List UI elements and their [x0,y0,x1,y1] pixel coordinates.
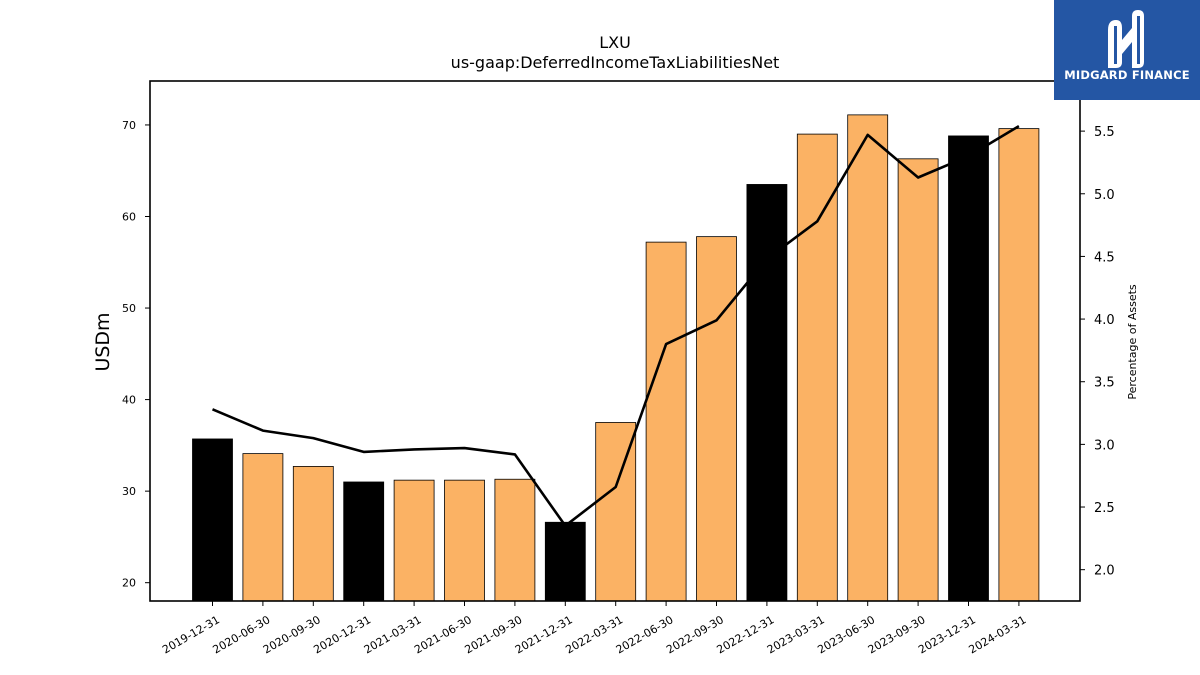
bar-2023-03-31 [796,133,838,602]
bar-2023-09-30 [897,158,939,602]
y-right-tick-label: 5.5 [1094,125,1115,140]
bar-2023-06-30 [847,114,889,602]
plot-frame [149,80,1081,602]
y-tick-label: 40 [122,394,136,407]
y-tick-label: 30 [122,485,136,498]
bar-2024-03-31 [998,128,1040,602]
bar-2020-12-31 [343,481,385,602]
axes [149,80,1081,602]
midgard-finance-logo: MIDGARD FINANCE [1054,0,1200,100]
bar-2021-12-31 [544,521,586,602]
chart-subtitle: us-gaap:DeferredIncomeTaxLiabilitiesNet [451,53,780,72]
bar-2021-03-31 [393,479,435,602]
bar-2022-09-30 [696,236,737,602]
y-tick-label: 70 [122,119,136,132]
y-right-tick-label: 3.5 [1094,376,1115,391]
y-right-tick-label: 2.0 [1094,564,1115,579]
bar-2021-09-30 [494,478,536,602]
y-axis-label: USDm [92,312,114,371]
y-right-tick-label: 4.5 [1094,250,1115,265]
bar-2019-12-31 [192,438,233,602]
y-right-tick-label: 4.0 [1094,313,1115,328]
y-tick-label: 60 [122,210,136,223]
bar-2020-06-30 [242,453,284,602]
logo-text: MIDGARD FINANCE [1064,68,1190,82]
bar-2022-12-31 [746,184,788,602]
y-tick-label: 50 [122,302,136,315]
line-series [211,124,1020,528]
y-tick-label: 20 [122,577,136,590]
y-right-tick-label: 2.5 [1094,501,1115,516]
bar-2022-06-30 [645,241,687,602]
mf-monogram-icon [1108,10,1144,68]
y-right-tick-label: 3.0 [1094,438,1115,453]
y-axis-right-label: Percentage of Assets [1126,284,1139,400]
bar-2021-06-30 [444,479,485,602]
x-tick-label: 2024-03-31 [967,613,1029,656]
y-right-tick-label: 5.0 [1094,188,1115,203]
pct-assets-line [211,124,1020,528]
bar-2023-12-31 [948,135,989,602]
bar-series [192,114,1040,602]
chart-title: LXU [599,33,631,52]
bar-2020-09-30 [292,466,334,602]
